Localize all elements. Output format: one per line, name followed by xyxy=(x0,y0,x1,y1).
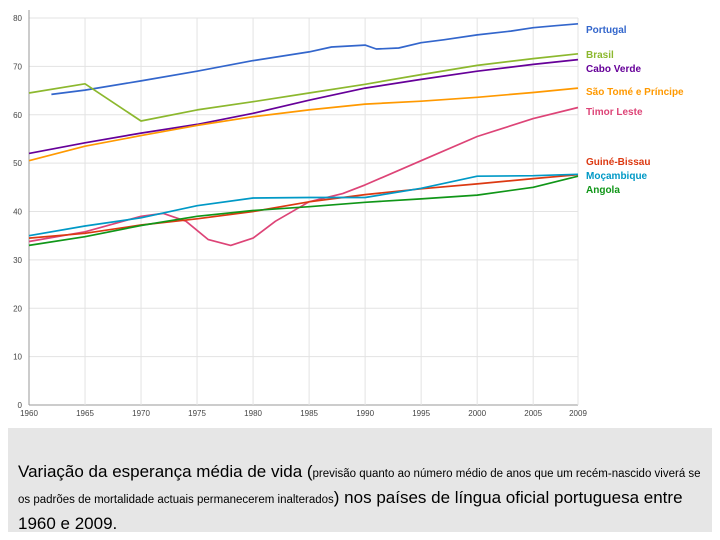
legend-item: Brasil xyxy=(586,50,614,61)
y-tick-label: 40 xyxy=(13,208,22,217)
x-tick-label: 1960 xyxy=(20,409,38,418)
y-tick-label: 50 xyxy=(13,159,22,168)
legend-item: Portugal xyxy=(586,25,627,36)
series-line-brasil xyxy=(28,52,579,122)
series-line-s-o-tom-e-pr-ncipe xyxy=(28,87,579,162)
grid xyxy=(28,17,579,406)
x-tick-label: 1990 xyxy=(356,409,374,418)
x-tick-label: 2009 xyxy=(569,409,587,418)
series-line-guin-bissau xyxy=(28,173,579,239)
x-tick-label: 2005 xyxy=(524,409,542,418)
caption-box: Variação da esperança média de vida (pre… xyxy=(8,428,712,533)
series-line-mo-ambique xyxy=(28,173,579,237)
life-expectancy-chart: 0 10 20 30 40 50 60 70 80 1960 1965 1970 1975 1980 198… xyxy=(13,10,684,418)
legend-item: Cabo Verde xyxy=(586,64,641,75)
y-tick-label: 60 xyxy=(13,111,22,120)
series-lines xyxy=(28,22,579,247)
series-line-portugal xyxy=(51,22,579,96)
legend-item: Moçambique xyxy=(586,171,648,182)
x-tick-label: 1965 xyxy=(76,409,94,418)
y-tick-label: 20 xyxy=(13,304,22,313)
y-tick-label: 30 xyxy=(13,256,22,265)
caption-note: previsão quanto ao número médio de anos … xyxy=(18,468,701,506)
x-tick-label: 1985 xyxy=(300,409,318,418)
x-tick-label: 1975 xyxy=(188,409,206,418)
series-line-cabo-verde xyxy=(28,58,579,155)
legend-item: São Tomé e Príncipe xyxy=(586,87,684,98)
x-tick-label: 1995 xyxy=(412,409,430,418)
legend-item: Timor Leste xyxy=(586,107,643,118)
series-line-angola xyxy=(28,175,579,247)
x-tick-label: 1980 xyxy=(244,409,262,418)
axes: 0 10 20 30 40 50 60 70 80 1960 1965 1970 1975 1980 198… xyxy=(13,10,587,418)
caption: Variação da esperança média de vida (pre… xyxy=(18,460,708,536)
y-tick-label: 80 xyxy=(13,14,22,23)
y-tick-label: 0 xyxy=(18,401,23,410)
legend-item: Guiné-Bissau xyxy=(586,157,650,168)
x-tick-label: 2000 xyxy=(468,409,486,418)
y-tick-label: 10 xyxy=(13,353,22,362)
legend-item: Angola xyxy=(586,185,620,196)
x-tick-label: 1970 xyxy=(132,409,150,418)
legend: Portugal Brasil Cabo Verde São Tomé e Prínc… xyxy=(586,25,684,196)
y-tick-label: 70 xyxy=(13,62,22,71)
caption-main-end: ) nos países de língua oficial portugues… xyxy=(18,488,683,533)
caption-main-start: Variação da esperança média de vida ( xyxy=(18,462,313,481)
